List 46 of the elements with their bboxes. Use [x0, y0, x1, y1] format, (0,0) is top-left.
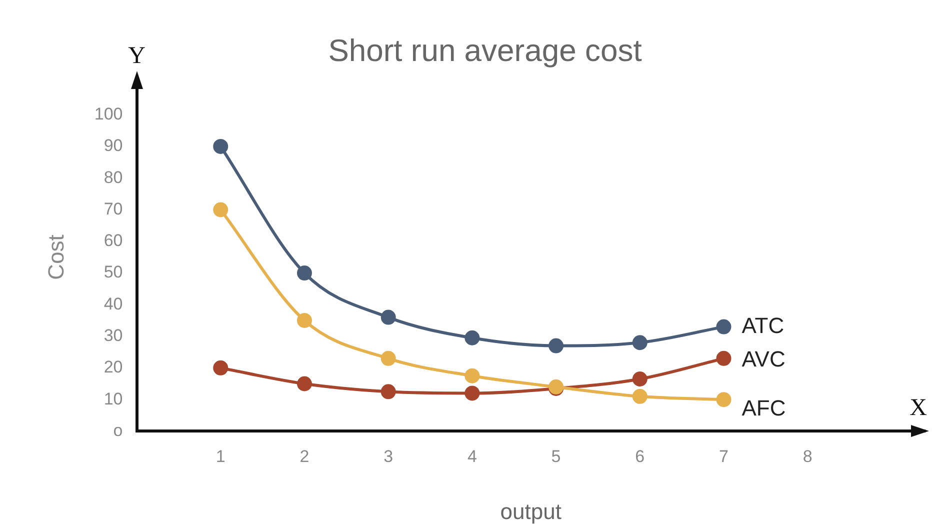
- point: [296, 266, 312, 281]
- point: [548, 338, 564, 354]
- x-tick-label: 4: [467, 447, 477, 466]
- text: Y: [128, 43, 146, 70]
- y-tick-label: 10: [104, 389, 123, 408]
- point: [380, 384, 396, 400]
- point: [296, 376, 312, 392]
- point: [213, 202, 228, 218]
- point: [716, 350, 732, 366]
- point: [632, 372, 648, 386]
- annotation: X: [910, 395, 927, 422]
- point: [464, 386, 480, 401]
- point: [380, 310, 396, 325]
- point: [380, 350, 396, 366]
- y-tick-label: 20: [104, 358, 123, 377]
- x-tick-label: 2: [300, 447, 310, 466]
- y-tick-label: 60: [104, 231, 123, 250]
- x-tick-label: 3: [384, 447, 394, 466]
- point: [464, 330, 480, 346]
- point: [632, 388, 648, 404]
- series-label: AFC: [742, 396, 786, 421]
- point: [213, 138, 228, 154]
- x-tick-label: 7: [719, 447, 728, 466]
- y-tick-label: 90: [104, 136, 123, 156]
- point: [716, 319, 732, 334]
- x-tick-label: 1: [216, 447, 226, 466]
- chart-title: Short run average cost: [328, 33, 642, 68]
- y-axis-title: Cost: [43, 234, 68, 280]
- point: [213, 360, 228, 376]
- y-tick-label: 80: [104, 168, 123, 187]
- y-tick-label: 70: [104, 199, 123, 218]
- point: [632, 335, 648, 350]
- x-axis-title: output: [500, 498, 562, 524]
- y-tick-label: 50: [104, 262, 123, 282]
- point: [464, 368, 480, 384]
- y-tick-label: o: [113, 420, 123, 440]
- x-tick-label: 5: [551, 447, 561, 466]
- point: [716, 392, 732, 408]
- y-tick-label: 40: [104, 294, 123, 314]
- point: [296, 312, 312, 328]
- series-label: AVC: [742, 346, 786, 372]
- series-label: ATC: [742, 312, 784, 338]
- x-tick-label: 6: [635, 447, 645, 466]
- y-tick-label: 100: [94, 104, 123, 124]
- x-tick-label: 8: [802, 447, 812, 466]
- y-tick-label: 30: [104, 326, 123, 345]
